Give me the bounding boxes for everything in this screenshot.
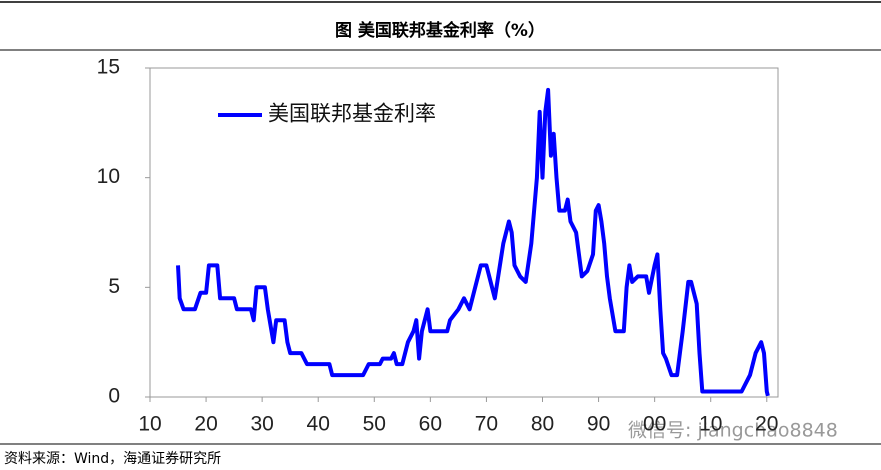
- x-tick-label: 40: [307, 413, 330, 436]
- x-tick-label: 00: [643, 413, 666, 436]
- x-tick-label: 30: [250, 413, 273, 436]
- y-tick-label: 0: [108, 385, 120, 408]
- series-line: [176, 87, 770, 397]
- x-tick-label: 60: [419, 413, 442, 436]
- source-note: 资料来源：Wind，海通证券研究所: [4, 451, 221, 467]
- watermark: 微信号: jiangchao8848: [628, 420, 838, 442]
- x-tick-label: 10: [138, 413, 161, 436]
- chart-title: 图 美国联邦基金利率（%）: [335, 20, 545, 41]
- x-tick-label: 90: [587, 413, 610, 436]
- y-tick-label: 15: [97, 56, 120, 79]
- legend-label: 美国联邦基金利率: [268, 102, 436, 126]
- x-tick-label: 80: [531, 413, 554, 436]
- y-tick-label: 10: [97, 165, 120, 188]
- x-tick-label: 20: [755, 413, 778, 436]
- x-tick-label: 10: [699, 413, 722, 436]
- y-tick-label: 5: [108, 275, 120, 298]
- x-tick-label: 50: [363, 413, 386, 436]
- plot-frame: [149, 67, 779, 398]
- x-tick-label: 70: [475, 413, 498, 436]
- x-tick-label: 20: [194, 413, 217, 436]
